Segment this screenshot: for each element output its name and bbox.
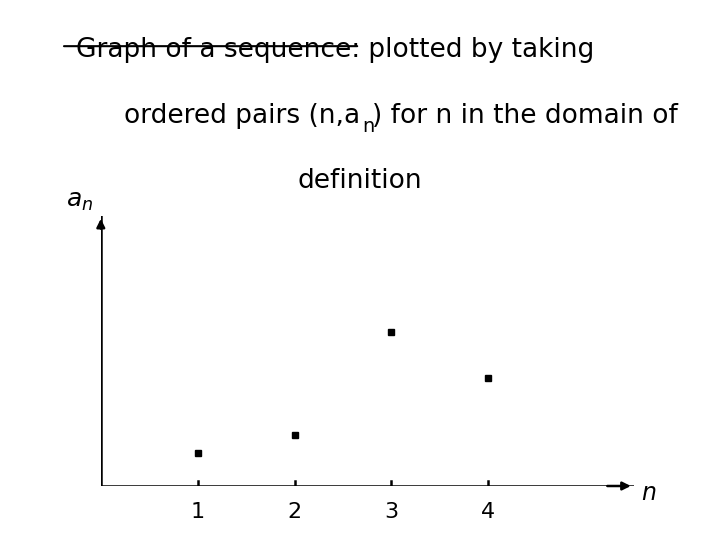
Text: definition: definition (297, 168, 423, 194)
Text: 4: 4 (481, 502, 495, 522)
Text: ) for n in the domain of: ) for n in the domain of (372, 103, 678, 129)
Text: 3: 3 (384, 502, 398, 522)
Text: plotted by taking: plotted by taking (360, 37, 594, 63)
Text: $a_n$: $a_n$ (66, 190, 93, 213)
Text: n: n (362, 117, 374, 136)
Text: 2: 2 (287, 502, 302, 522)
Text: ordered pairs (n,a: ordered pairs (n,a (124, 103, 360, 129)
Text: Graph of a sequence:: Graph of a sequence: (76, 37, 360, 63)
Text: Graph of a sequence: plotted by taking: Graph of a sequence: plotted by taking (101, 37, 619, 63)
Text: n: n (642, 481, 657, 505)
Text: 1: 1 (191, 502, 204, 522)
